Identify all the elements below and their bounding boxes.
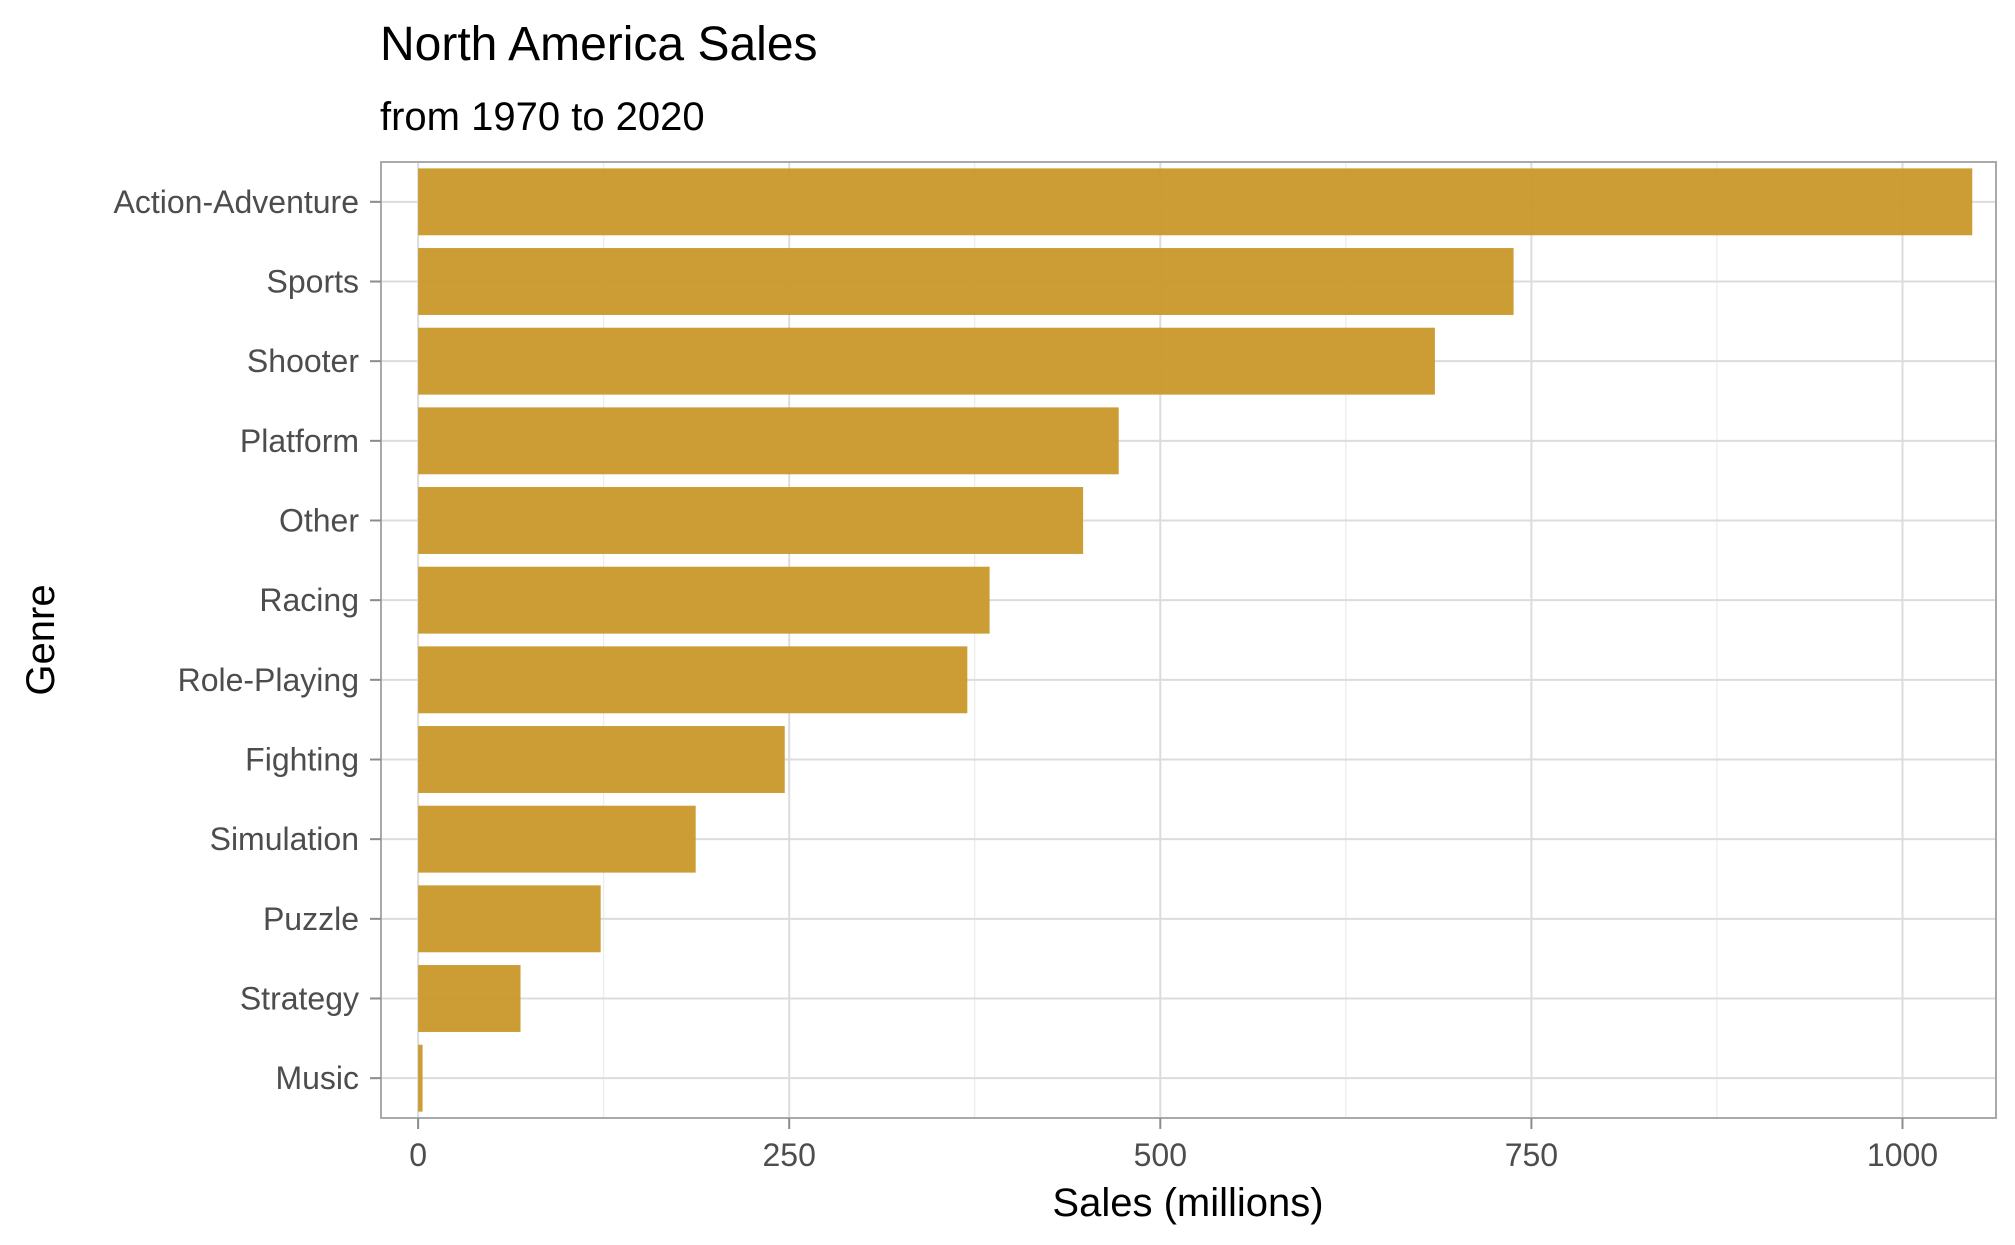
x-tick-label: 0 <box>409 1137 427 1173</box>
y-tick-label: Puzzle <box>263 901 359 937</box>
y-tick-label: Other <box>279 503 359 539</box>
x-tick-label: 1000 <box>1867 1137 1938 1173</box>
y-tick-label: Role-Playing <box>178 662 359 698</box>
bar-fighting <box>418 726 785 793</box>
y-tick-label: Racing <box>259 582 359 618</box>
bar-platform <box>418 407 1119 475</box>
y-axis-title: Genre <box>19 584 63 695</box>
chart-subtitle: from 1970 to 2020 <box>380 95 705 139</box>
bars <box>418 168 1973 1112</box>
chart-title: North America Sales <box>380 18 818 71</box>
bar-action-adventure <box>418 168 1973 236</box>
y-tick-label: Action-Adventure <box>114 184 359 220</box>
bar-other <box>418 487 1084 554</box>
x-tick-label: 500 <box>1134 1137 1187 1173</box>
y-tick-label: Platform <box>240 423 359 459</box>
bar-simulation <box>418 805 696 873</box>
plot-panel-border <box>380 161 1997 1119</box>
bar-puzzle <box>418 885 601 953</box>
x-tick-label: 750 <box>1505 1137 1558 1173</box>
axis-ticks: Action-Adventure Sports Shooter Platform Oth… <box>114 184 1939 1173</box>
y-tick-label: Sports <box>267 264 359 300</box>
bar-role-playing <box>418 646 968 714</box>
bar-sports <box>418 248 1514 315</box>
bar-strategy <box>418 965 521 1032</box>
bar-music <box>418 1044 423 1112</box>
bar-racing <box>418 566 990 634</box>
y-tick-label: Strategy <box>240 981 359 1017</box>
y-tick-label: Shooter <box>247 343 359 379</box>
x-tick-label: 250 <box>763 1137 816 1173</box>
x-axis-title: Sales (millions) <box>1052 1181 1323 1225</box>
y-tick-label: Music <box>275 1060 359 1096</box>
y-tick-label: Simulation <box>210 821 359 857</box>
y-tick-label: Fighting <box>245 742 359 778</box>
bar-shooter <box>418 327 1435 395</box>
